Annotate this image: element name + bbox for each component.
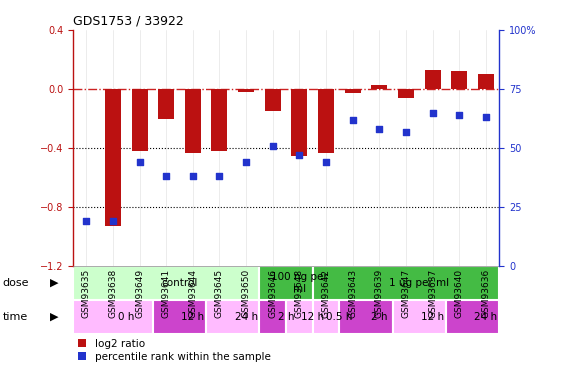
Bar [318, 89, 334, 153]
Text: ▶: ▶ [50, 278, 59, 288]
Text: ▶: ▶ [50, 312, 59, 322]
Bar [344, 89, 361, 93]
Point [375, 126, 384, 132]
Text: 100 ng per
ml: 100 ng per ml [271, 272, 328, 294]
Text: 0 h: 0 h [118, 312, 135, 322]
Point [82, 218, 91, 224]
Text: 12 h: 12 h [181, 312, 204, 322]
Bar [425, 70, 441, 89]
Bar [153, 300, 206, 334]
Bar [339, 300, 393, 334]
Bar [313, 266, 499, 300]
Bar [206, 300, 259, 334]
Bar [259, 300, 286, 334]
Text: 2 h: 2 h [278, 312, 295, 322]
Point [321, 159, 330, 165]
Text: time: time [3, 312, 28, 322]
Text: 1 ug per ml: 1 ug per ml [389, 278, 449, 288]
Point [135, 159, 144, 165]
Bar [158, 89, 174, 118]
Bar [238, 89, 254, 92]
Legend: log2 ratio, percentile rank within the sample: log2 ratio, percentile rank within the s… [78, 339, 270, 362]
Bar [478, 74, 494, 89]
Text: 24 h: 24 h [475, 312, 498, 322]
Text: dose: dose [3, 278, 29, 288]
Bar [451, 71, 467, 89]
Point [162, 174, 171, 180]
Bar [211, 89, 228, 151]
Bar [105, 89, 121, 226]
Bar [73, 266, 259, 300]
Bar [371, 85, 387, 89]
Point [242, 159, 251, 165]
Text: GDS1753 / 33922: GDS1753 / 33922 [73, 15, 183, 27]
Bar [131, 89, 148, 151]
Text: control: control [162, 278, 197, 288]
Bar [446, 300, 499, 334]
Bar [259, 266, 313, 300]
Bar [73, 300, 153, 334]
Point [348, 117, 357, 123]
Point [295, 152, 304, 158]
Point [268, 143, 277, 149]
Point [108, 218, 117, 224]
Text: 12 h: 12 h [421, 312, 444, 322]
Bar [292, 89, 307, 156]
Bar [313, 300, 339, 334]
Bar [393, 300, 446, 334]
Text: 24 h: 24 h [234, 312, 257, 322]
Point [402, 129, 411, 135]
Bar [265, 89, 281, 111]
Point [215, 174, 224, 180]
Point [455, 112, 464, 118]
Point [428, 110, 437, 116]
Text: 12 h: 12 h [301, 312, 324, 322]
Text: 2 h: 2 h [371, 312, 388, 322]
Point [188, 174, 197, 180]
Bar [286, 300, 313, 334]
Bar [185, 89, 201, 153]
Bar [398, 89, 414, 98]
Point [481, 114, 490, 120]
Text: 0.5 h: 0.5 h [326, 312, 353, 322]
